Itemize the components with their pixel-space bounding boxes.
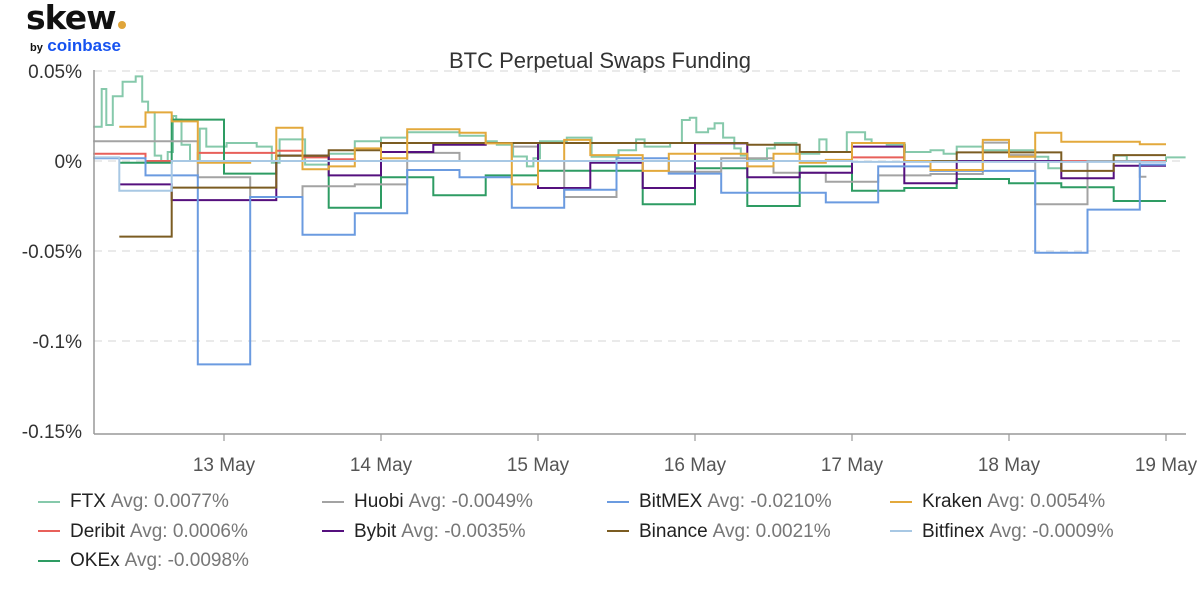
- series-line-kraken: [119, 111, 1166, 186]
- logo-word: skew: [26, 0, 117, 37]
- legend-swatch-icon: [607, 530, 629, 533]
- legend-swatch-icon: [38, 559, 60, 562]
- logo-dot-icon: [117, 21, 126, 29]
- logo-by: by: [30, 42, 43, 54]
- legend-item-binance[interactable]: Binance Avg: 0.0021%: [607, 520, 831, 544]
- legend-name: FTX: [70, 491, 106, 512]
- y-axis-ticks: 0.05% 0% -0.05% -0.1% -0.15%: [22, 62, 82, 443]
- series-lines: [93, 75, 1186, 366]
- series-line-ftx: [93, 75, 1186, 170]
- series-line-bybit: [119, 142, 1166, 202]
- gridlines: [94, 70, 1186, 342]
- legend-name: Deribit: [70, 520, 125, 542]
- legend-item-bitfinex[interactable]: Bitfinex Avg: -0.0009%: [890, 520, 1114, 544]
- legend-item-bybit[interactable]: Bybit Avg: -0.0035%: [322, 520, 526, 544]
- legend-item-ftx[interactable]: FTX Avg: 0.0077%: [38, 490, 229, 514]
- x-tick-label: 19 May: [1135, 455, 1198, 476]
- legend-swatch-icon: [607, 500, 629, 503]
- x-tick-label: 18 May: [978, 455, 1041, 476]
- legend-name: OKEx: [70, 550, 120, 571]
- y-tick-label: 0.05%: [28, 62, 82, 83]
- legend-name: Bitfinex: [922, 520, 985, 542]
- legend-average: Avg: 0.0077%: [110, 491, 229, 512]
- legend-swatch-icon: [322, 530, 344, 533]
- legend-name: Kraken: [922, 491, 983, 512]
- chart-title: BTC Perpetual Swaps Funding: [449, 48, 751, 73]
- legend-average: Avg: -0.0035%: [401, 520, 526, 542]
- legend-average: Avg: 0.0021%: [712, 520, 831, 542]
- x-tick-label: 16 May: [664, 455, 727, 476]
- skew-logo: skew by coinbase: [26, 0, 126, 55]
- x-axis-ticks: 13 May 14 May 15 May 16 May 17 May 18 May 19 M…: [193, 434, 1198, 476]
- y-tick-label: -0.05%: [22, 242, 82, 263]
- y-tick-label: -0.1%: [32, 332, 82, 353]
- legend-name: Bybit: [354, 520, 397, 542]
- x-tick-label: 15 May: [507, 455, 570, 476]
- legend-item-bitmex[interactable]: BitMEX Avg: -0.0210%: [607, 490, 832, 514]
- series-line-bitmex: [93, 157, 1166, 366]
- legend-name: Binance: [639, 520, 708, 542]
- legend-swatch-icon: [322, 500, 344, 503]
- x-tick-label: 13 May: [193, 455, 256, 476]
- legend-average: Avg: 0.0006%: [129, 520, 248, 542]
- legend-average: Avg: -0.0049%: [408, 491, 533, 512]
- legend-name: Huobi: [354, 491, 404, 512]
- legend-swatch-icon: [38, 500, 60, 503]
- series-line-bitfinex: [93, 156, 1166, 192]
- legend-item-deribit[interactable]: Deribit Avg: 0.0006%: [38, 520, 248, 544]
- legend-average: Avg: -0.0009%: [989, 520, 1114, 542]
- x-tick-label: 17 May: [821, 455, 884, 476]
- x-tick-label: 14 May: [350, 455, 413, 476]
- legend-average: Avg: 0.0054%: [987, 491, 1106, 512]
- legend-item-huobi[interactable]: Huobi Avg: -0.0049%: [322, 490, 533, 514]
- legend-swatch-icon: [38, 530, 60, 533]
- legend-swatch-icon: [890, 500, 912, 503]
- y-tick-label: -0.15%: [22, 422, 82, 443]
- legend-item-kraken[interactable]: Kraken Avg: 0.0054%: [890, 490, 1105, 514]
- legend-item-okex[interactable]: OKEx Avg: -0.0098%: [38, 549, 249, 573]
- legend-average: Avg: -0.0210%: [707, 491, 832, 512]
- logo-brand: coinbase: [47, 36, 121, 55]
- legend-average: Avg: -0.0098%: [124, 550, 249, 571]
- legend-name: BitMEX: [639, 491, 703, 512]
- y-tick-label: 0%: [55, 152, 83, 173]
- legend-swatch-icon: [890, 530, 912, 533]
